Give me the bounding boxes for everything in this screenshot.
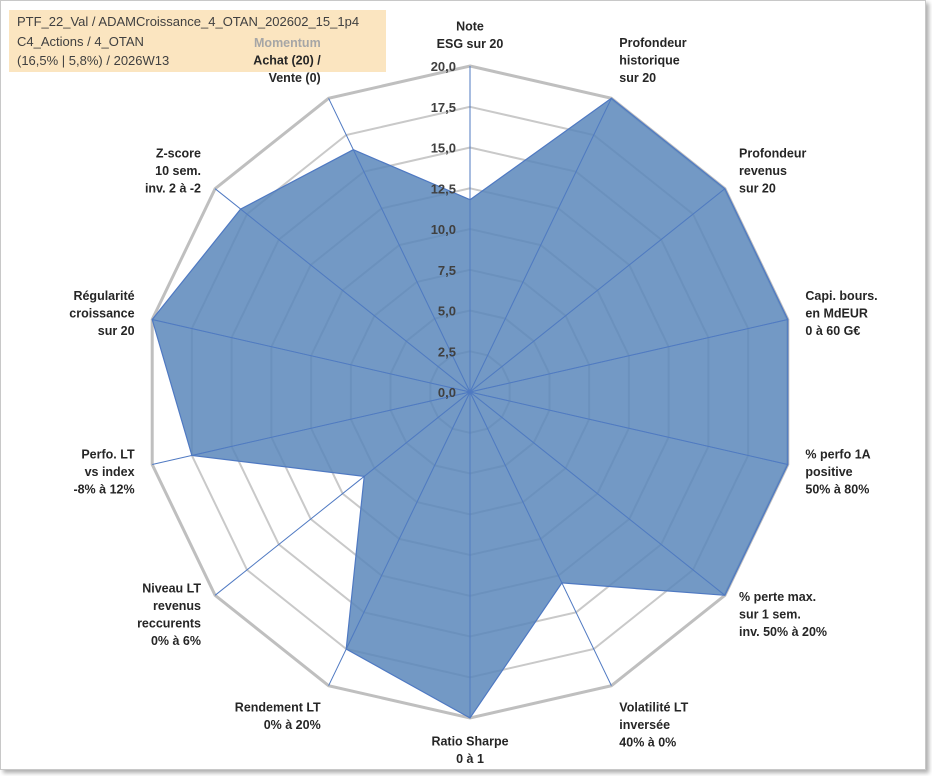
series-spoke [363,391,471,477]
info-line-1: PTF_22_Val / ADAMCroissance_4_OTAN_20260… [17,14,360,29]
series-spoke [191,391,471,456]
axis-label: Profondeur revenus sur 20 [739,146,806,195]
axis-label: Momentum Achat (20) / Vente (0) [253,36,321,85]
axis-label: Ratio Sharpe 0 à 1 [431,735,508,767]
series-spoke [469,188,726,393]
axis-label: % perte max. sur 1 sem. inv. 50% à 20% [739,590,827,639]
axis-label: Profondeur historique sur 20 [619,36,686,85]
series-spoke [469,98,612,393]
radar-axis-labels: Note ESG sur 20 Profondeur historique sur 20… [69,20,877,767]
axis-label: Régularité croissance sur 20 [69,289,134,338]
series-spoke [152,319,471,393]
axis-label: Perfo. LT vs index -8% à 12% [73,448,135,497]
tick-label: 15,0 [431,141,456,156]
series-spoke [469,391,788,465]
tick-label: 5,0 [438,304,456,319]
radar-series [151,97,789,719]
axis-label: Niveau LT revenus reccurents 0% à 6% [137,582,201,649]
series-spoke [240,208,471,393]
tick-label: 7,5 [438,263,456,278]
tick-label: 2,5 [438,344,456,359]
series-spoke [345,391,471,650]
tick-label: 10,0 [431,222,456,237]
tick-label: 17,5 [431,100,456,115]
radar-tick-labels: 0,0 2,5 5,0 7,5 10,0 12,5 15,0 17,5 20,0 [431,59,456,400]
axis-label: Volatilité LT inversée 40% à 0% [619,700,688,749]
tick-label: 20,0 [431,59,456,74]
tick-label: 0,0 [438,385,456,400]
info-line-2: C4_Actions / 4_OTAN [17,33,144,49]
axis-label: Capi. bours. en MdEUR 0 à 60 G€ [805,289,877,338]
axis-label: Note ESG sur 20 [437,20,504,52]
info-line-3: (16,5% | 5,8%) / 2026W13 [17,53,170,68]
portfolio-info-box: PTF_22_Val / ADAMCroissance_4_OTAN_20260… [9,10,386,72]
series-spoke [469,391,726,596]
series-spoke [469,319,788,393]
series-spoke [352,149,471,393]
axis-label: Z-score 10 sem. inv. 2 à -2 [145,146,201,195]
axis-label: % perfo 1A positive 50% à 80% [805,448,870,497]
series-spoke [469,391,563,584]
tick-label: 12,5 [431,181,456,196]
axis-label: Rendement LT 0% à 20% [235,700,321,732]
